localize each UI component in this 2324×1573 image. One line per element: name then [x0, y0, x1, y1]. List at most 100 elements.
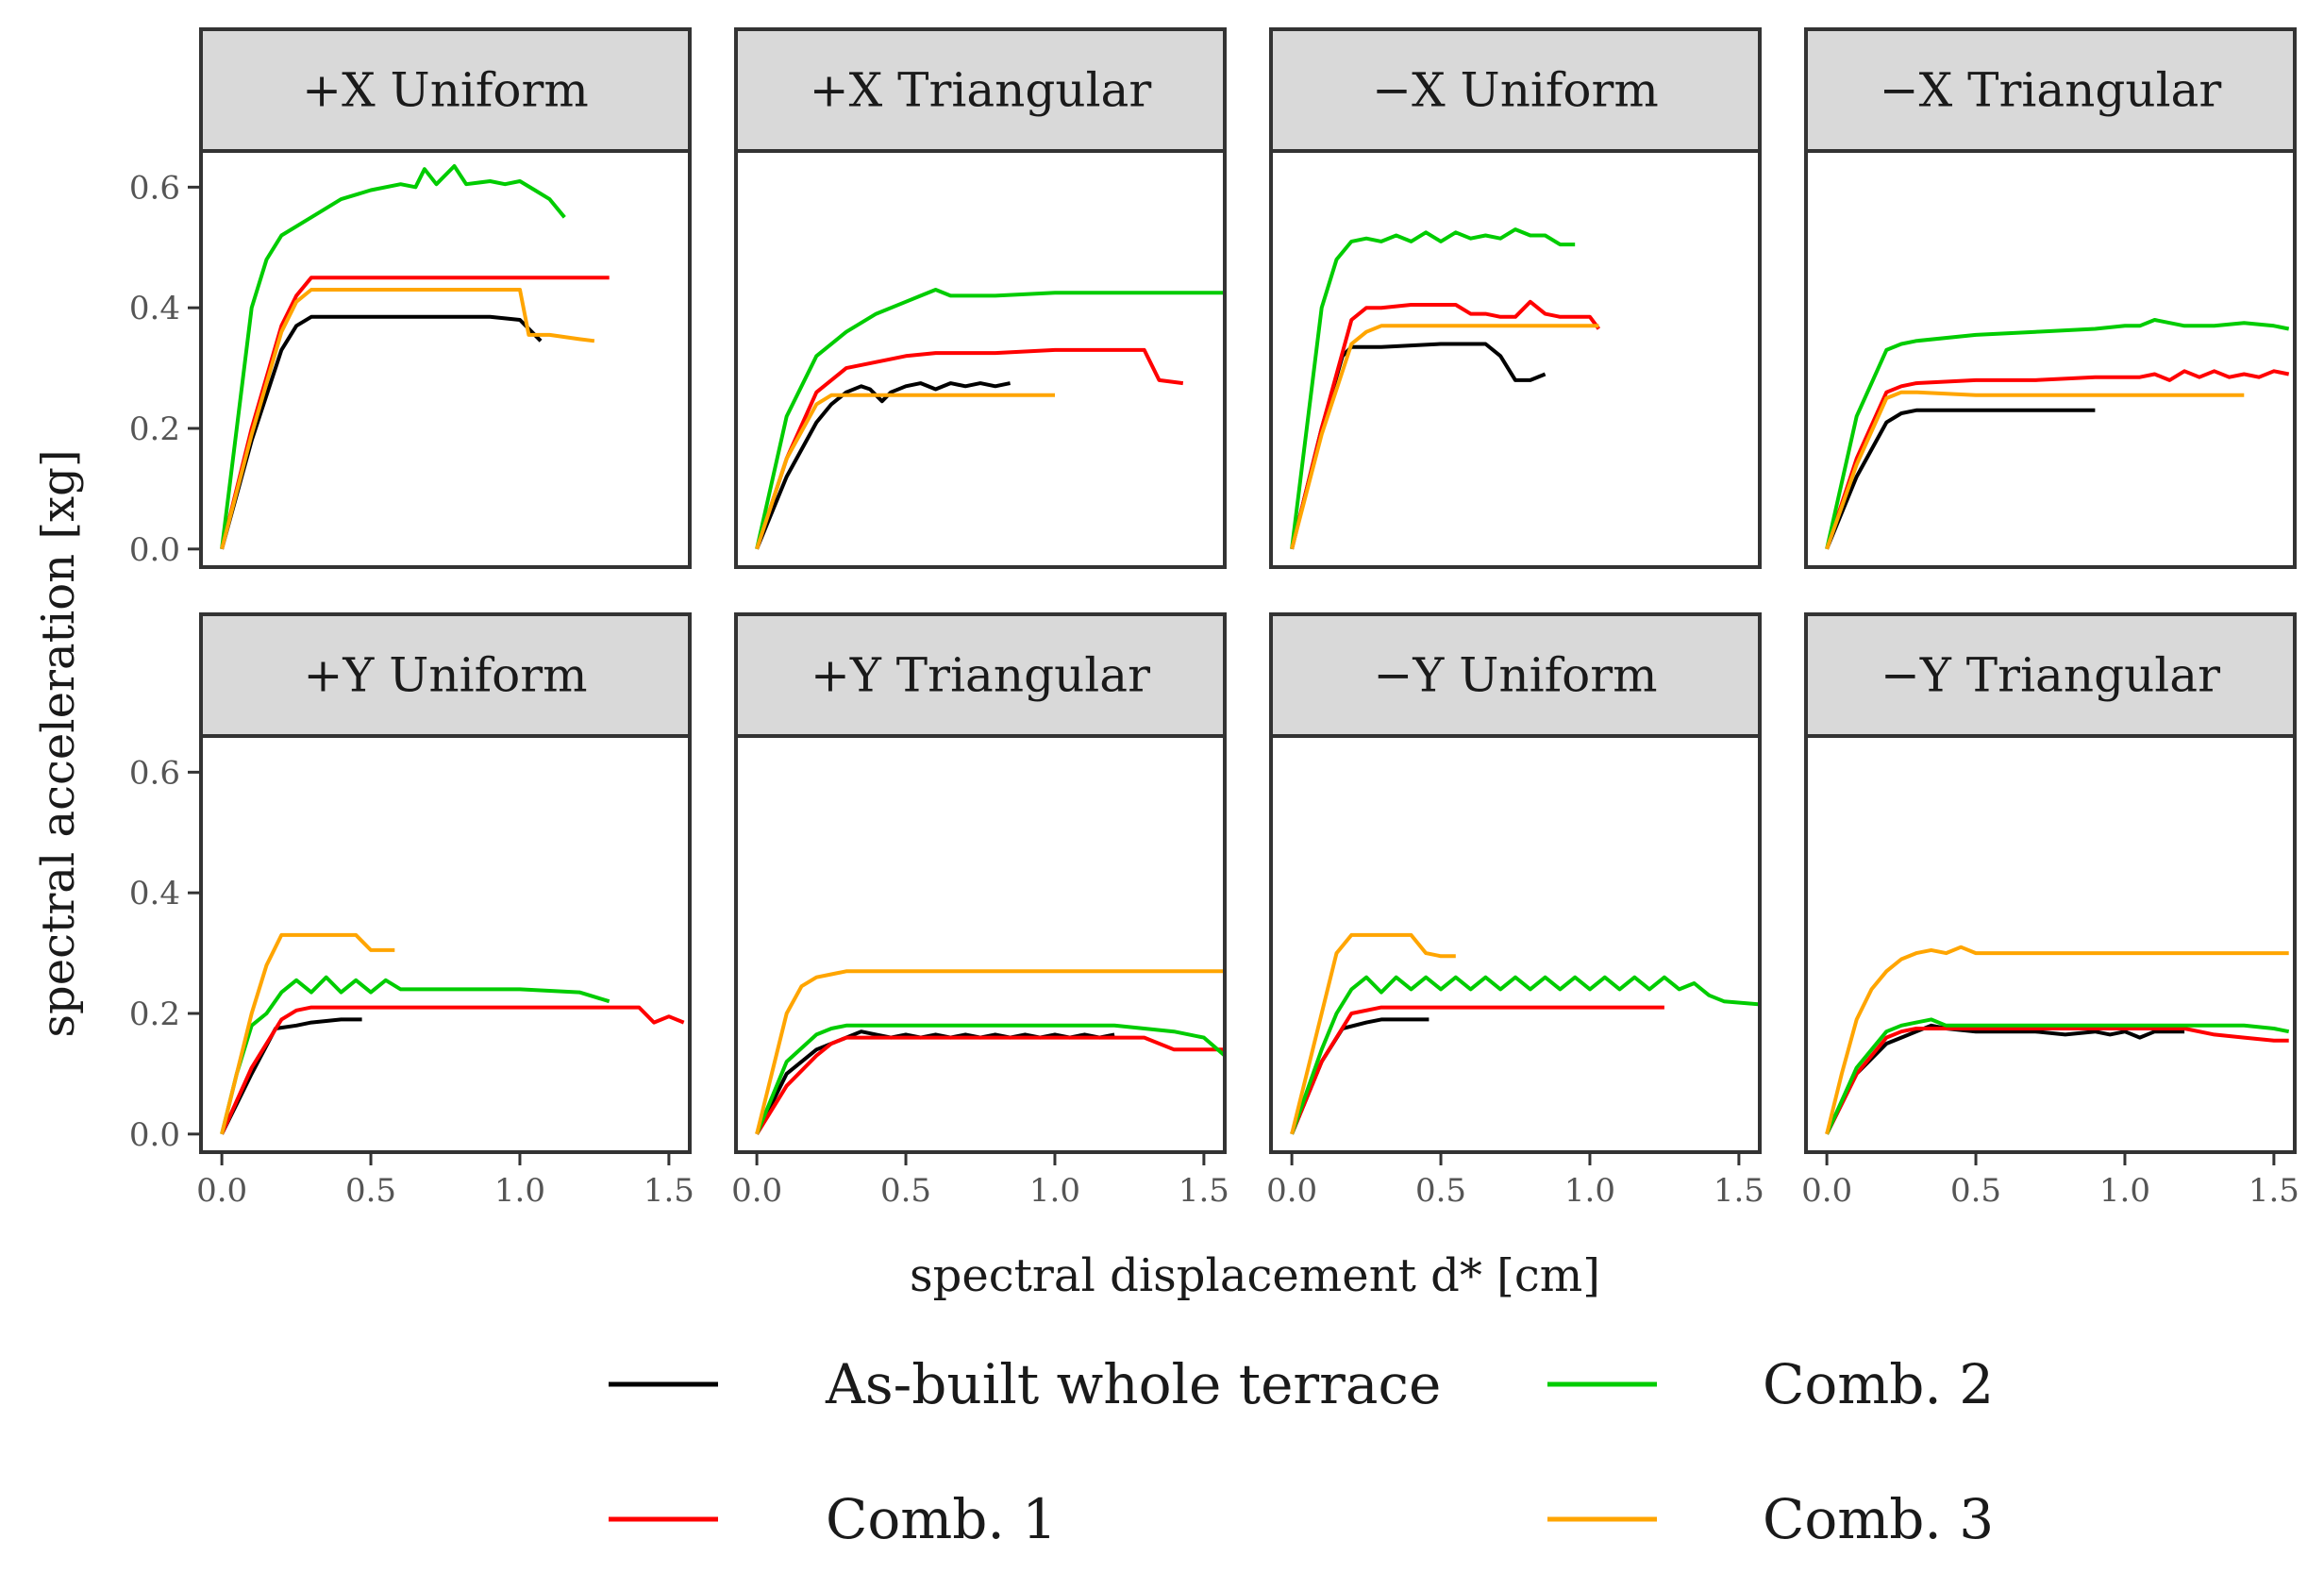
y-tick-label: 0.6 [129, 169, 180, 207]
series-line-comb-1 [755, 347, 1184, 550]
panel-title: +X Triangular [810, 63, 1152, 118]
x-tick-label: 1.5 [1179, 1172, 1229, 1210]
panel-border [1804, 734, 2297, 1154]
x-tick-label: 0.0 [1266, 1172, 1317, 1210]
x-tick-label: 1.0 [494, 1172, 545, 1210]
series-group [1290, 932, 1760, 1135]
series-line-comb-2 [220, 975, 610, 1135]
x-tick-label: 0.5 [1415, 1172, 1466, 1210]
series-line-comb-2 [1825, 318, 2290, 550]
x-tick-label: 0.5 [345, 1172, 396, 1210]
series-line-as-built-whole-terrace [1825, 1023, 2185, 1135]
panel-border [734, 734, 1227, 1154]
legend-item-comb-2: Comb. 2 [1547, 1352, 1994, 1416]
series-line-as-built-whole-terrace [755, 381, 1011, 550]
plot-area [1271, 736, 1760, 1152]
panel-border [199, 734, 692, 1154]
plot-area [1271, 151, 1760, 567]
y-tick-label: 0.0 [129, 1116, 180, 1154]
series-line-comb-3 [755, 969, 1225, 1135]
series-line-as-built-whole-terrace [220, 1017, 362, 1135]
x-tick-label: 0.0 [196, 1172, 247, 1210]
series-line-comb-3 [220, 288, 595, 550]
series-line-comb-1 [1290, 299, 1601, 550]
series-group [220, 164, 610, 550]
x-tick-label: 1.5 [644, 1172, 694, 1210]
panel-strip [1269, 27, 1762, 153]
x-tick-label: 0.0 [731, 1172, 782, 1210]
x-tick-label: 1.5 [2249, 1172, 2299, 1210]
panel-strip [199, 27, 692, 153]
series-line-comb-1 [755, 1035, 1225, 1135]
series-group [1290, 227, 1601, 550]
legend-item-comb-3: Comb. 3 [1547, 1487, 1994, 1551]
y-tick-label: 0.4 [129, 875, 180, 912]
panel-strip [734, 612, 1227, 738]
panel-border [1269, 734, 1762, 1154]
panel-plus-y-uniform: +Y Uniform [199, 612, 692, 1154]
x-tick-label: 1.0 [2099, 1172, 2150, 1210]
x-axis-title: spectral displacement d* [cm] [910, 1249, 1600, 1302]
series-line-comb-1 [220, 1005, 685, 1135]
series-line-comb-2 [1825, 1017, 2290, 1135]
plot-area [736, 736, 1225, 1152]
y-axis-title: spectral acceleration [xg] [32, 449, 85, 1037]
legend-label: As-built whole terrace [825, 1352, 1441, 1416]
series-line-comb-2 [1290, 227, 1576, 550]
series-line-comb-3 [1825, 945, 2289, 1135]
y-tick-label: 0.2 [129, 996, 180, 1033]
plot-area [201, 736, 690, 1152]
series-line-as-built-whole-terrace [1825, 408, 2096, 550]
panel-title: +Y Uniform [303, 648, 587, 703]
x-tick-label: 0.5 [880, 1172, 931, 1210]
panel-plus-y-triangular: +Y Triangular [734, 612, 1227, 1154]
panel-title: −X Triangular [1880, 63, 2222, 118]
panel-title: −X Uniform [1372, 63, 1659, 118]
series-group [1825, 945, 2290, 1135]
series-line-comb-3 [1290, 324, 1599, 550]
panel-strip [199, 612, 692, 738]
series-group [220, 932, 685, 1135]
panel-title: −Y Triangular [1881, 648, 2220, 703]
plot-area [736, 151, 1225, 567]
series-line-comb-3 [220, 932, 395, 1135]
panel-border [199, 149, 692, 569]
axes: spectral acceleration [xg] spectral disp… [32, 169, 2299, 1302]
facet-panels: +X Uniform +X Triangular −X Uniform −X Tria… [199, 27, 2297, 1154]
panel-title: +Y Triangular [811, 648, 1150, 703]
series-line-comb-2 [755, 1023, 1225, 1135]
x-tick-label: 1.5 [1714, 1172, 1764, 1210]
series-group [755, 969, 1225, 1135]
series-line-comb-2 [755, 288, 1225, 550]
panel-strip [1804, 27, 2297, 153]
panel-border [734, 149, 1227, 569]
panel-minus-x-uniform: −X Uniform [1269, 27, 1762, 569]
legend-item-as-built-whole-terrace: As-built whole terrace [609, 1352, 1441, 1416]
panel-strip [1269, 612, 1762, 738]
legend-item-comb-1: Comb. 1 [609, 1487, 1057, 1551]
y-tick-label: 0.6 [129, 754, 180, 792]
panel-title: +X Uniform [302, 63, 589, 118]
series-line-comb-2 [1290, 975, 1760, 1135]
panel-minus-y-triangular: −Y Triangular [1804, 612, 2297, 1154]
legend-label: Comb. 1 [826, 1487, 1057, 1551]
y-tick-label: 0.4 [129, 290, 180, 327]
y-tick-label: 0.2 [129, 410, 180, 448]
legend-label: Comb. 2 [1763, 1352, 1994, 1416]
x-tick-label: 1.0 [1029, 1172, 1080, 1210]
panel-strip [1804, 612, 2297, 738]
series-group [1825, 318, 2290, 550]
series-line-comb-1 [1825, 369, 2290, 550]
series-line-comb-3 [1825, 390, 2245, 550]
series-line-comb-1 [1290, 1005, 1664, 1135]
legend-label: Comb. 3 [1763, 1487, 1994, 1551]
series-line-comb-3 [1290, 932, 1456, 1135]
legend: As-built whole terrace Comb. 2 Comb. 1 Comb… [609, 1352, 1994, 1551]
panel-minus-y-uniform: −Y Uniform [1269, 612, 1762, 1154]
panel-title: −Y Uniform [1373, 648, 1657, 703]
series-line-comb-1 [1825, 1027, 2289, 1135]
plot-area [1806, 151, 2295, 567]
panel-border [1804, 149, 2297, 569]
x-tick-label: 0.5 [1950, 1172, 2001, 1210]
